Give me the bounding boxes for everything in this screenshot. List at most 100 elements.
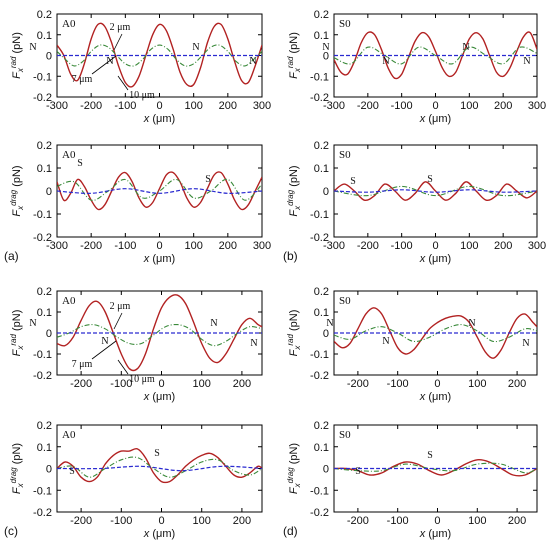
x-axis-label: x (μm) (419, 113, 451, 125)
node-marker: N (210, 318, 217, 329)
series-line (334, 307, 537, 359)
x-tick-label: -200 (70, 515, 92, 527)
y-tick-label: 0 (323, 186, 329, 198)
pointer-arrow (113, 33, 123, 51)
series-line (334, 181, 537, 202)
y-tick-label: 0.2 (314, 420, 329, 432)
x-tick-label: 200 (233, 378, 251, 390)
series-line (334, 31, 537, 80)
node-marker: S (355, 466, 361, 477)
x-tick-label: 0 (434, 378, 440, 390)
node-marker: N (192, 42, 199, 53)
node-marker: N (250, 338, 257, 349)
size-label: 2 μm (110, 301, 131, 312)
series-line (57, 188, 262, 194)
x-tick-label: 100 (193, 515, 211, 527)
x-tick-label: -100 (387, 515, 409, 527)
y-tick-label: 0.1 (314, 163, 329, 175)
x-tick-label: 0 (432, 240, 438, 252)
node-marker: N (249, 56, 256, 67)
x-tick-label: -200 (347, 378, 369, 390)
node-marker: N (382, 56, 389, 67)
y-tick-label: 0.2 (314, 140, 329, 152)
y-axis-label: Fxdrag (pN) (286, 443, 302, 494)
size-label: 2 μm (110, 22, 131, 33)
x-tick-label: 0 (156, 100, 162, 112)
x-tick-label: 0 (158, 378, 164, 390)
y-tick-label: -0.2 (33, 232, 52, 244)
series-line (334, 185, 537, 197)
y-tick-label: 0.2 (37, 140, 52, 152)
node-marker: N (522, 338, 529, 349)
node-marker: N (101, 336, 108, 347)
x-tick-label: -200 (347, 515, 369, 527)
node-marker: S (154, 448, 160, 459)
x-axis-label: x (μm) (143, 253, 175, 265)
x-tick-label: 0 (434, 515, 440, 527)
y-tick-label: -0.2 (310, 370, 329, 382)
y-tick-label: -0.2 (310, 92, 329, 104)
x-tick-label: 100 (193, 378, 211, 390)
series-line (334, 462, 537, 474)
x-axis-label: x (μm) (143, 391, 175, 403)
panel-letter: (a) (4, 249, 19, 263)
y-axis-label: Fxdrag (pN) (9, 165, 25, 216)
x-tick-label: -100 (110, 378, 132, 390)
x-axis-label: x (μm) (143, 528, 175, 540)
chart-panel: -300 -200 -100 0 100 200 300 -0.2 -0.1 0 0.1 0.2 A0 F… (9, 9, 271, 125)
series-line (334, 459, 537, 477)
y-tick-label: -0.1 (310, 71, 329, 83)
node-marker: N (462, 42, 469, 53)
node-marker: N (106, 56, 113, 67)
panel-letter: (c) (4, 524, 18, 538)
y-tick-label: 0 (323, 328, 329, 340)
y-tick-label: 0.2 (37, 420, 52, 432)
x-tick-label: -200 (357, 100, 379, 112)
y-tick-label: -0.1 (33, 209, 52, 221)
y-tick-label: 0.1 (37, 307, 52, 319)
x-tick-label: 0 (158, 515, 164, 527)
series-line (57, 22, 262, 88)
y-tick-label: 0.2 (314, 9, 329, 21)
x-tick-label: 300 (253, 240, 271, 252)
x-tick-label: 100 (460, 100, 478, 112)
y-tick-label: 0.2 (37, 9, 52, 21)
node-marker: S (350, 176, 356, 187)
series-line (57, 465, 262, 472)
panel-name: S0 (339, 295, 351, 307)
pointer-arrow (113, 312, 123, 330)
x-axis-label: x (μm) (419, 528, 451, 540)
series-line (57, 44, 262, 67)
x-tick-label: 200 (508, 515, 526, 527)
y-tick-label: -0.1 (310, 209, 329, 221)
y-tick-label: 0.2 (314, 286, 329, 298)
x-tick-label: -100 (391, 240, 413, 252)
y-axis-label: Fxdrag (pN) (286, 165, 302, 216)
node-marker: S (77, 158, 83, 169)
y-tick-label: -0.2 (33, 92, 52, 104)
y-axis-label: Fxrad (pN) (286, 32, 302, 79)
y-tick-label: 0.1 (314, 30, 329, 42)
x-tick-label: 100 (184, 240, 202, 252)
x-tick-label: 100 (468, 378, 486, 390)
node-marker: S (69, 466, 75, 477)
chart-panel: -300 -200 -100 0 100 200 300 -0.2 -0.1 0 0.1 0.2 S0 F… (283, 140, 546, 265)
series-line (334, 189, 537, 193)
node-marker: N (382, 336, 389, 347)
y-tick-label: -0.1 (33, 349, 52, 361)
x-tick-label: -300 (323, 240, 345, 252)
node-marker: N (29, 42, 36, 53)
x-tick-label: 300 (528, 100, 546, 112)
y-axis-label: Fxrad (pN) (9, 32, 25, 79)
size-label: 10 μm (129, 90, 155, 101)
y-tick-label: -0.1 (33, 71, 52, 83)
x-tick-label: 200 (219, 240, 237, 252)
y-tick-label: -0.2 (310, 232, 329, 244)
size-label: 7 μm (72, 74, 93, 85)
panel-name: S0 (339, 18, 351, 30)
x-tick-label: -100 (114, 100, 136, 112)
y-tick-label: -0.1 (33, 485, 52, 497)
pointer-arrow (117, 75, 129, 91)
x-tick-label: 100 (468, 515, 486, 527)
